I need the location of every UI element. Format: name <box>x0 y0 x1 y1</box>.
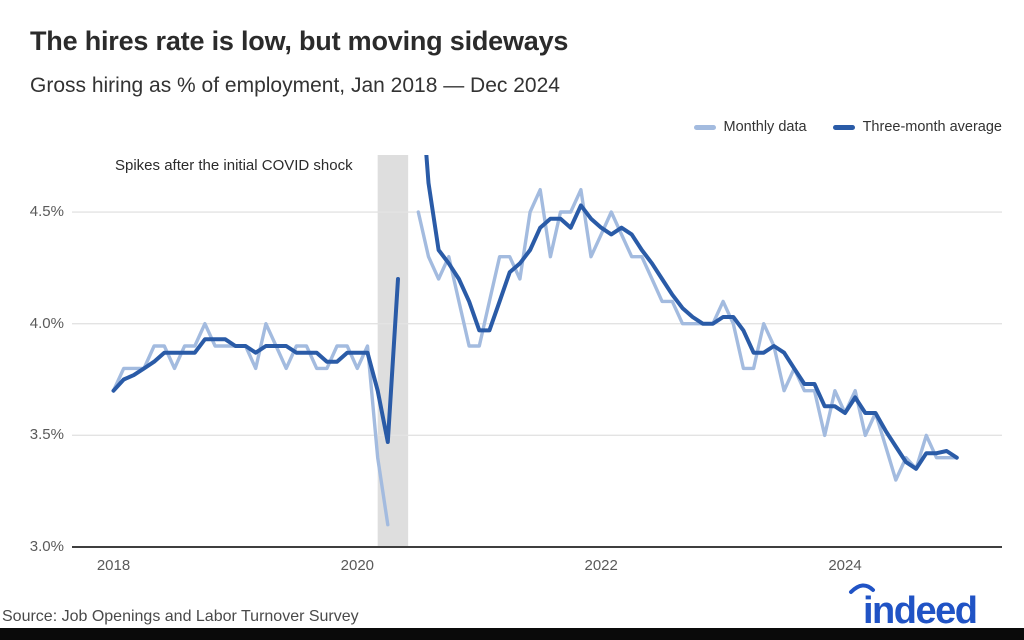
y-tick-label: 4.0% <box>29 314 64 332</box>
x-tick-label: 2022 <box>584 557 618 574</box>
logo-wordmark: indeed <box>863 590 976 630</box>
legend-swatch <box>832 124 855 130</box>
x-tick-label: 2020 <box>340 557 375 574</box>
legend-label: Monthly data <box>723 119 807 135</box>
y-tick-label: 3.0% <box>29 538 64 555</box>
y-tick-label: 4.5% <box>29 203 64 221</box>
footer-bar <box>0 628 1024 640</box>
indeed-logo: indeed <box>849 583 978 630</box>
x-tick-label: 2018 <box>96 557 131 574</box>
x-tick-label: 2024 <box>828 557 862 574</box>
three-month-average-line <box>111 155 959 471</box>
legend-item: Monthly data <box>693 119 807 135</box>
covid-annotation: Spikes after the initial COVID shock <box>115 157 353 174</box>
y-tick-label: 3.5% <box>29 426 64 444</box>
legend-swatch <box>693 124 716 130</box>
legend-label: Three-month average <box>862 119 1002 135</box>
chart-title: The hires rate is low, but moving sidewa… <box>30 26 569 56</box>
logo-swoosh-icon <box>849 583 875 594</box>
legend: Monthly data Three-month average <box>693 119 1002 135</box>
monthly-data-line <box>111 188 959 527</box>
source-note: Source: Job Openings and Labor Turnover … <box>2 608 359 625</box>
legend-item: Three-month average <box>832 119 1002 135</box>
chart-subtitle: Gross hiring as % of employment, Jan 201… <box>30 74 560 97</box>
